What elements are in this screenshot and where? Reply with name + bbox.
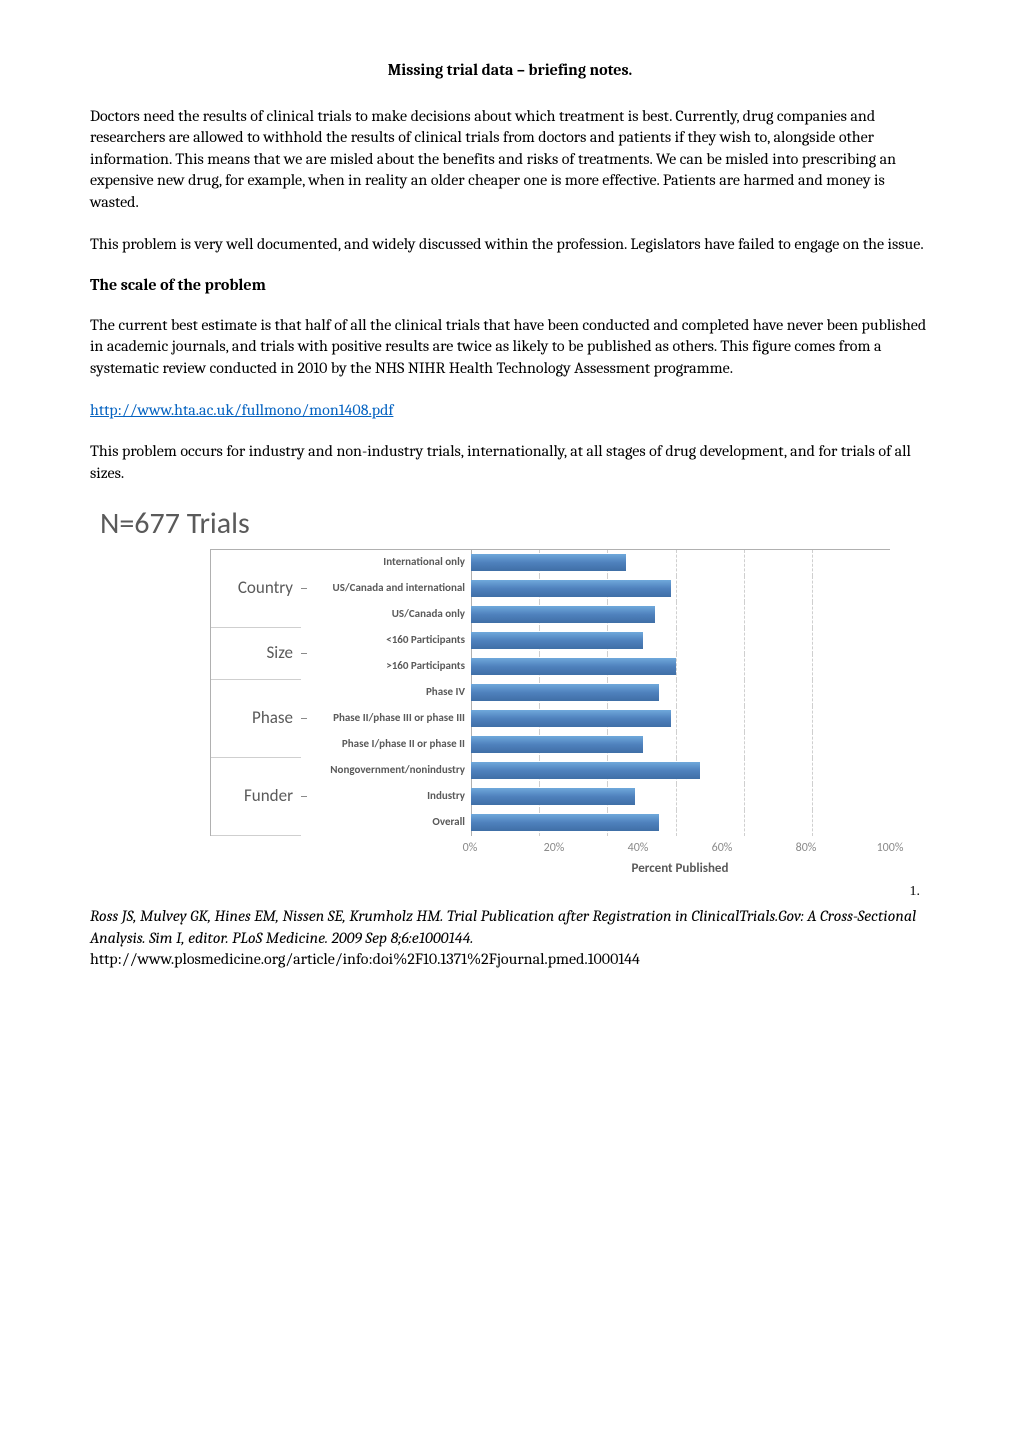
x-tick-label: 80% [796, 840, 817, 856]
bar [471, 736, 643, 753]
bar [471, 710, 671, 727]
paragraph-4: This problem occurs for industry and non… [90, 441, 930, 484]
x-tick-label: 60% [712, 840, 733, 856]
bar-row: Phase I/phase II or phase II [301, 732, 880, 758]
bar-label: US/Canada only [301, 607, 471, 622]
citation-text: Ross JS, Mulvey GK, Hines EM, Nissen SE,… [90, 906, 930, 949]
bar-label: Industry [301, 789, 471, 804]
bar [471, 632, 643, 649]
bar-label: >160 Participants [301, 659, 471, 674]
bar [471, 658, 676, 675]
page-title: Missing trial data – briefing notes. [90, 60, 930, 82]
figure-number: 1. [90, 883, 930, 902]
citation-url: http://www.plosmedicine.org/article/info… [90, 949, 930, 971]
x-axis-label: Percent Published [470, 860, 890, 878]
bar-row: >160 Participants [301, 654, 880, 680]
section-heading-scale: The scale of the problem [90, 275, 930, 297]
x-tick-label: 0% [463, 840, 478, 856]
group-label: Size [211, 628, 301, 680]
chart-container: N=677 Trials CountrySizePhaseFunder Inter… [90, 504, 930, 877]
bar-row: Nongovernment/nonindustry [301, 758, 880, 784]
paragraph-1: Doctors need the results of clinical tri… [90, 106, 930, 214]
group-label: Phase [211, 680, 301, 758]
x-tick-label: 20% [544, 840, 565, 856]
bar-row: Phase IV [301, 680, 880, 706]
group-label: Country [211, 550, 301, 628]
bar-row: Overall [301, 810, 880, 836]
bar-row: <160 Participants [301, 628, 880, 654]
hta-link[interactable]: http://www.hta.ac.uk/fullmono/mon1408.pd… [90, 401, 393, 419]
bar-row: US/Canada only [301, 602, 880, 628]
bar [471, 606, 655, 623]
bar [471, 788, 635, 805]
bar-label: Phase II/phase III or phase III [301, 711, 471, 726]
x-tick-label: 100% [877, 840, 904, 856]
bar [471, 684, 659, 701]
bar-label: Overall [301, 815, 471, 830]
bar-row: International only [301, 550, 880, 576]
paragraph-3: The current best estimate is that half o… [90, 315, 930, 380]
bar-label: Phase IV [301, 685, 471, 700]
bar-label: Phase I/phase II or phase II [301, 737, 471, 752]
paragraph-2: This problem is very well documented, an… [90, 234, 930, 256]
bar [471, 814, 659, 831]
group-label: Funder [211, 758, 301, 836]
bar [471, 554, 626, 571]
x-tick-label: 40% [628, 840, 649, 856]
bar-row: Industry [301, 784, 880, 810]
bar [471, 762, 700, 779]
chart-title: N=677 Trials [100, 504, 930, 545]
bar-label: International only [301, 555, 471, 570]
bar-row: US/Canada and international [301, 576, 880, 602]
bar-label: <160 Participants [301, 633, 471, 648]
bar-label: US/Canada and international [301, 581, 471, 596]
bar-row: Phase II/phase III or phase III [301, 706, 880, 732]
bar [471, 580, 671, 597]
bar-label: Nongovernment/nonindustry [301, 763, 471, 778]
